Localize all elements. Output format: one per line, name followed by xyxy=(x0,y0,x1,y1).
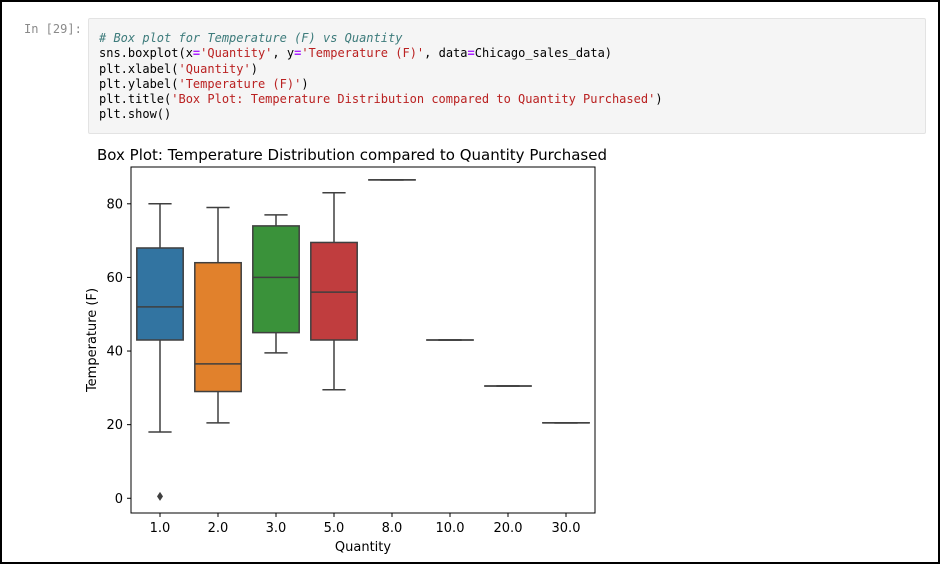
code-token: 'Temperature (F)' xyxy=(178,76,302,91)
cell-prompt: In [29]: xyxy=(24,22,82,36)
box-3-0 xyxy=(252,214,300,354)
code-line: plt.title('Box Plot: Temperature Distrib… xyxy=(99,92,663,107)
box-5-0 xyxy=(310,192,358,391)
code-token: ) xyxy=(250,61,258,76)
y-axis: 0 20 40 60 80 xyxy=(106,197,131,507)
y-tick-label: 20 xyxy=(106,418,123,433)
code-line: # Box plot for Temperature (F) vs Quanti… xyxy=(99,31,663,46)
y-tick-label: 40 xyxy=(106,345,123,360)
plot-area-frame xyxy=(130,166,596,514)
chart-title: Box Plot: Temperature Distribution compa… xyxy=(97,146,607,164)
box-series xyxy=(136,179,590,501)
iqr-box xyxy=(194,261,242,393)
iqr-box xyxy=(136,247,184,341)
code-token: 'Quantity' xyxy=(200,46,273,61)
code-line: plt.xlabel('Quantity') xyxy=(99,62,663,77)
code-line: sns.boxplot(x='Quantity', y='Temperature… xyxy=(99,46,663,61)
code-token: ) xyxy=(301,76,309,91)
code-token: = xyxy=(294,46,302,61)
x-axis-label: Quantity xyxy=(335,540,391,555)
x-axis: 1.0 2.0 3.0 5.0 8.0 10.0 20.0 30.0 xyxy=(150,513,581,536)
code-line: plt.show() xyxy=(99,107,663,122)
code-token: sns.boxplot(x xyxy=(99,46,193,61)
y-axis-label: Temperature (F) xyxy=(85,288,100,393)
box-1-0 xyxy=(136,203,184,501)
y-tick-label: 0 xyxy=(115,492,123,507)
x-tick-label: 3.0 xyxy=(266,521,287,536)
code-cell[interactable]: # Box plot for Temperature (F) vs Quanti… xyxy=(88,18,926,134)
code-token: 'Quantity' xyxy=(178,61,251,76)
box-2-0 xyxy=(194,206,242,424)
code-token: , data xyxy=(424,46,468,61)
code-token: = xyxy=(467,46,475,61)
code-token: = xyxy=(192,46,201,61)
box-plot-chart: Box Plot: Temperature Distribution compa… xyxy=(85,146,607,555)
code-token: # Box plot for Temperature (F) vs Quanti… xyxy=(99,31,403,45)
x-tick-label: 8.0 xyxy=(382,521,403,536)
code-token: , y xyxy=(272,46,295,61)
y-tick-label: 60 xyxy=(106,271,123,286)
outlier-point xyxy=(157,491,163,501)
code-token: plt.ylabel( xyxy=(99,76,179,91)
code-token: Chicago_sales_data) xyxy=(474,46,613,61)
x-tick-label: 2.0 xyxy=(208,521,229,536)
x-tick-label: 10.0 xyxy=(436,521,465,536)
code-token: plt.xlabel( xyxy=(99,61,179,76)
code-line: plt.ylabel('Temperature (F)') xyxy=(99,77,663,92)
code-token: 'Temperature (F)' xyxy=(301,46,425,61)
y-tick-label: 80 xyxy=(106,197,123,212)
code-token: 'Box Plot: Temperature Distribution comp… xyxy=(171,92,656,107)
code-token: plt.show() xyxy=(99,107,172,122)
iqr-box xyxy=(252,225,300,334)
x-tick-label: 30.0 xyxy=(552,521,581,536)
x-tick-label: 5.0 xyxy=(324,521,345,536)
x-tick-label: 20.0 xyxy=(494,521,523,536)
iqr-box xyxy=(310,241,358,341)
x-tick-label: 1.0 xyxy=(150,521,171,536)
code-token: ) xyxy=(655,92,663,107)
code-token: plt.title( xyxy=(99,92,172,107)
code-editor[interactable]: # Box plot for Temperature (F) vs Quanti… xyxy=(99,31,663,123)
